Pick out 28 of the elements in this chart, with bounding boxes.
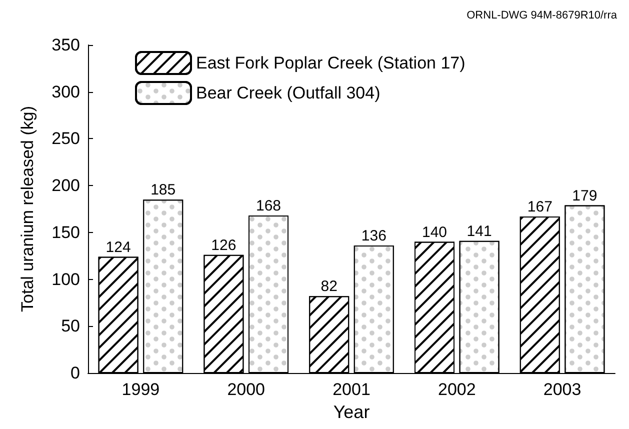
text: ORNL-DWG 94M-8679R10/rra — [466, 10, 618, 22]
x-tick-label: 1999 — [122, 380, 160, 399]
y-tick-label: 350 — [52, 36, 80, 54]
data-label: 141 — [466, 222, 492, 240]
y-tick-label: 50 — [61, 316, 80, 336]
data-label: 168 — [256, 198, 282, 215]
data-label: 126 — [211, 236, 236, 254]
y-tick-label: 100 — [52, 270, 80, 289]
data-label: 140 — [422, 224, 448, 241]
data-label: 167 — [527, 198, 552, 216]
x-axis-title: Year — [333, 402, 370, 422]
y-axis-title: Total uranium released (kg) — [18, 106, 37, 312]
legend-label: East Fork Poplar Creek (Station 17) — [196, 54, 466, 72]
y-tick-label: 0 — [70, 364, 80, 382]
x-tick-label: 2002 — [438, 380, 476, 399]
legend-label: Bear Creek (Outfall 304) — [196, 84, 380, 102]
data-label: 136 — [361, 228, 386, 245]
x-tick-label: 2001 — [332, 380, 370, 399]
data-label: 185 — [150, 182, 176, 199]
data-label: 82 — [320, 278, 338, 296]
y-tick-label: 250 — [52, 129, 80, 148]
data-label: 124 — [106, 238, 131, 256]
y-tick-label: 150 — [52, 222, 80, 242]
x-tick-label: 2000 — [227, 380, 266, 399]
data-label: 179 — [572, 187, 598, 204]
y-tick-label: 300 — [52, 82, 80, 102]
y-tick-label: 200 — [52, 176, 80, 196]
x-tick-label: 2003 — [543, 380, 582, 399]
